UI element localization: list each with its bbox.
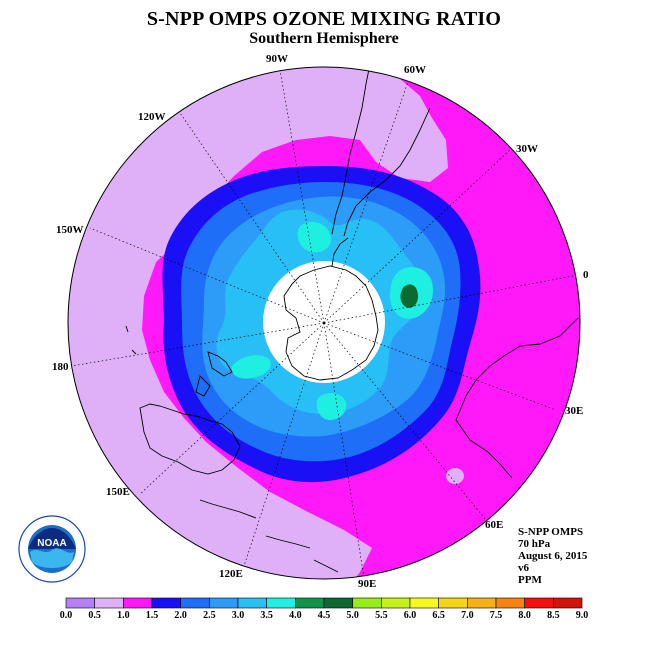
field-patch <box>446 468 464 484</box>
colorbar-tick-label: 2.5 <box>203 610 216 621</box>
colorbar-swatch <box>352 597 382 609</box>
colorbar-tick-label: 9.0 <box>576 610 589 621</box>
lon-label-120e: 120E <box>219 568 243 580</box>
info-level: 70 hPa <box>518 538 551 550</box>
colorbar-tick-label: 4.0 <box>289 610 302 621</box>
colorbar-tick-label: 0.0 <box>60 610 73 621</box>
colorbar-swatch <box>266 597 296 609</box>
noaa-logo: NOAA <box>18 515 86 583</box>
ozone-field <box>68 67 580 579</box>
field-patch <box>380 72 398 120</box>
colorbar-swatch <box>94 597 124 609</box>
coastlines <box>125 67 579 573</box>
lon-label-150w: 150W <box>56 224 84 236</box>
lon-label-30e: 30E <box>565 405 583 417</box>
lon-label-90w: 90W <box>266 53 288 65</box>
info-version: v6 <box>518 562 529 574</box>
colorbar-swatch <box>381 597 411 609</box>
colorbar-tick-label: 6.5 <box>432 610 445 621</box>
colorbar-tick-label: 8.5 <box>547 610 560 621</box>
colorbar-tick-label: 1.5 <box>146 610 159 621</box>
colorbar-swatch <box>65 597 95 609</box>
field-band-3.5-4.0 <box>231 355 271 379</box>
colorbar-tick-label: 4.5 <box>318 610 331 621</box>
colorbar-swatch <box>151 597 181 609</box>
lon-label-0: 0 <box>583 269 589 281</box>
lon-label-120w: 120W <box>138 111 166 123</box>
longitude-labels: 90W 60W 120W 30W 150W 0 180 30E 150E 60E… <box>52 53 589 590</box>
noaa-logo-text: NOAA <box>37 538 66 549</box>
colorbar-tick-label: 3.0 <box>232 610 245 621</box>
colorbar-tick-label: 5.0 <box>346 610 359 621</box>
colorbar-tick-label: 5.5 <box>375 610 388 621</box>
lon-label-180: 180 <box>52 361 69 373</box>
info-date: August 6, 2015 <box>518 550 588 562</box>
lon-label-30w: 30W <box>516 143 538 155</box>
colorbar-swatch <box>180 597 210 609</box>
info-instrument: S-NPP OMPS <box>518 526 584 538</box>
lon-label-150e: 150E <box>106 486 130 498</box>
colorbar-tick-label: 1.0 <box>117 610 130 621</box>
colorbar-tick-label: 3.5 <box>260 610 273 621</box>
lon-label-60w: 60W <box>404 64 426 76</box>
colorbar-swatch <box>553 597 583 609</box>
colorbar-swatch <box>495 597 525 609</box>
field-band-3.5-4.0 <box>316 393 347 420</box>
colorbar-swatch <box>237 597 267 609</box>
map-border <box>67 66 581 580</box>
colorbar-swatch <box>209 597 239 609</box>
colorbar-swatch <box>295 597 325 609</box>
colorbar-tick-label: 7.0 <box>461 610 474 621</box>
field-band-3.5-4.0 <box>297 221 331 253</box>
colorbar-swatch <box>438 597 468 609</box>
lon-label-60e: 60E <box>485 519 503 531</box>
map-subtitle: Southern Hemisphere <box>249 30 399 47</box>
colorbar-swatch <box>123 597 153 609</box>
colorbar-swatch <box>409 597 439 609</box>
info-units: PPM <box>518 574 542 586</box>
colorbar-swatch <box>467 597 497 609</box>
colorbar: 0.0 0.5 1.0 1.5 2.0 2.5 3.0 3.5 4.0 4.5 5.0 5.5 6.0 6… <box>60 597 589 621</box>
lon-label-90e: 90E <box>358 578 376 590</box>
colorbar-tick-label: 8.0 <box>518 610 531 621</box>
colorbar-tick-label: 0.5 <box>88 610 101 621</box>
colorbar-tick-label: 7.5 <box>490 610 503 621</box>
colorbar-swatch <box>323 597 353 609</box>
colorbar-tick-label: 6.0 <box>404 610 417 621</box>
map-title: S-NPP OMPS OZONE MIXING RATIO <box>146 8 502 30</box>
colorbar-tick-label: 2.0 <box>174 610 187 621</box>
graticule <box>71 69 579 579</box>
colorbar-swatch <box>524 597 554 609</box>
field-band-4.5-5.0 <box>400 284 418 308</box>
